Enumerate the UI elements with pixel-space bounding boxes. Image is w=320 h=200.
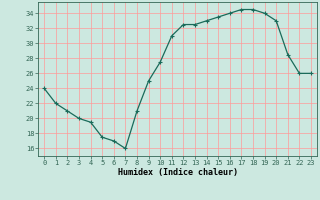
X-axis label: Humidex (Indice chaleur): Humidex (Indice chaleur) (118, 168, 238, 177)
